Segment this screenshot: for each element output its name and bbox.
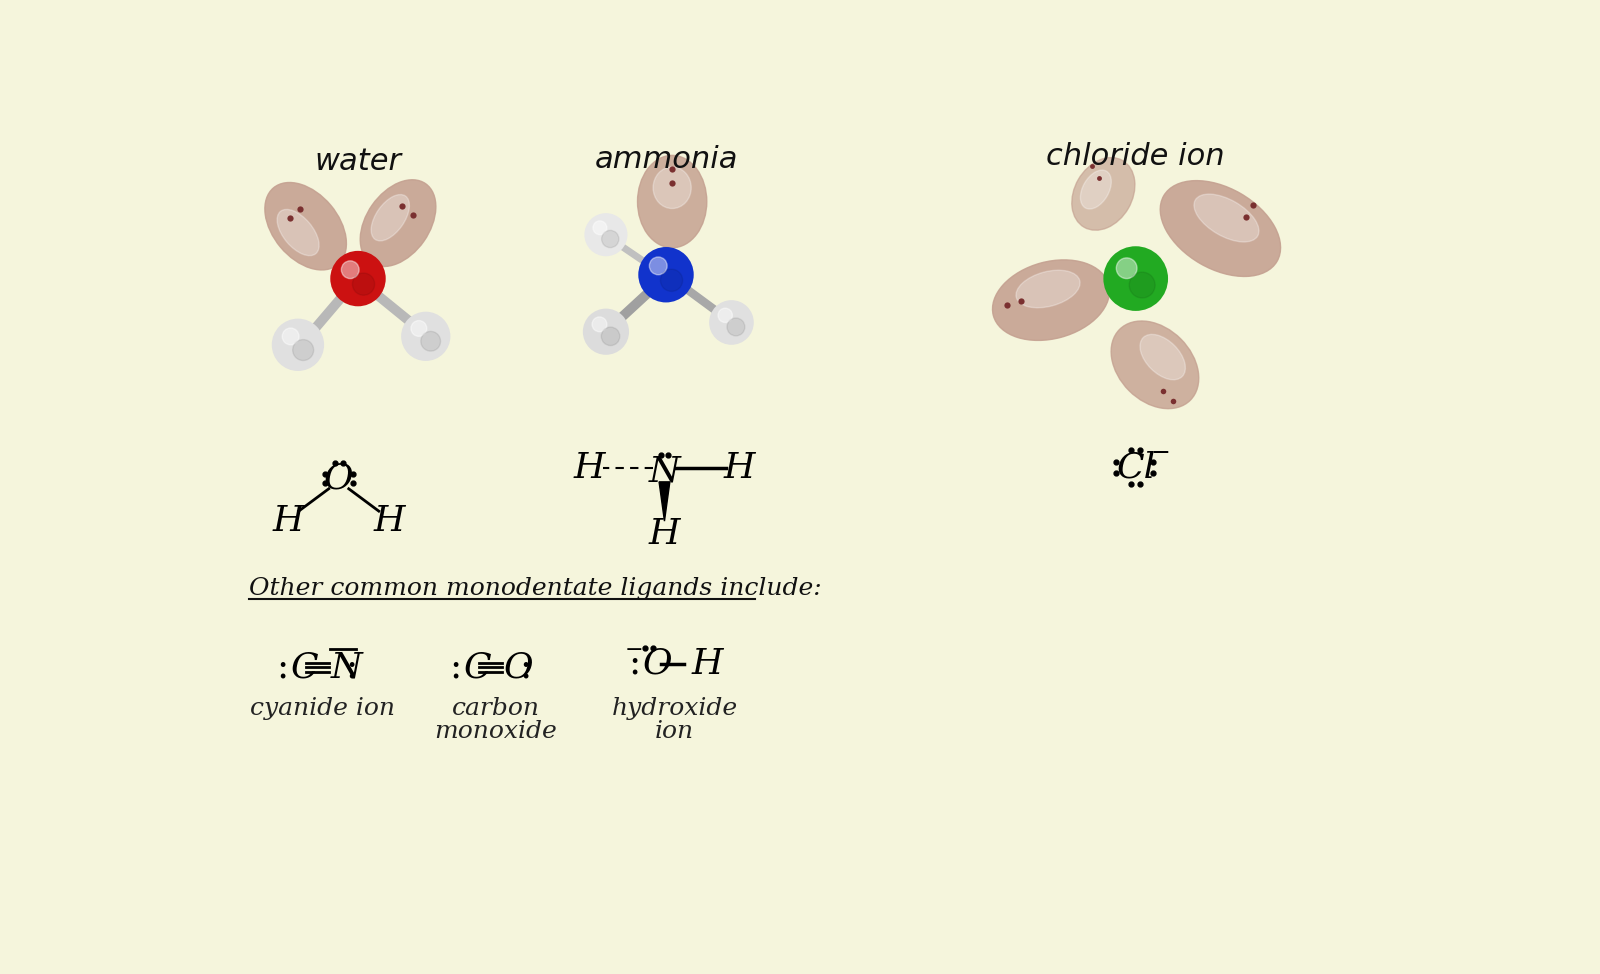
- Circle shape: [582, 309, 629, 355]
- Text: H: H: [373, 505, 405, 538]
- Text: cyanide ion: cyanide ion: [250, 696, 395, 720]
- Circle shape: [638, 247, 694, 303]
- Text: :: :: [629, 647, 640, 681]
- Text: monoxide: monoxide: [435, 720, 557, 743]
- Text: N: N: [648, 454, 680, 488]
- Circle shape: [402, 312, 451, 361]
- Ellipse shape: [266, 182, 347, 270]
- Text: water: water: [315, 147, 402, 176]
- Text: :: :: [518, 651, 531, 685]
- Circle shape: [293, 340, 314, 360]
- Circle shape: [602, 231, 619, 247]
- Ellipse shape: [1110, 321, 1198, 409]
- Circle shape: [1117, 258, 1138, 279]
- Circle shape: [726, 318, 746, 336]
- Text: :: :: [346, 651, 358, 685]
- Circle shape: [272, 318, 325, 371]
- Circle shape: [411, 320, 427, 336]
- Circle shape: [330, 251, 386, 306]
- Text: H: H: [574, 451, 605, 485]
- Text: H: H: [648, 517, 680, 551]
- Circle shape: [352, 273, 374, 295]
- Circle shape: [1130, 272, 1155, 298]
- Text: :: :: [277, 651, 288, 685]
- Circle shape: [282, 328, 299, 345]
- Circle shape: [650, 257, 667, 275]
- Circle shape: [602, 327, 619, 346]
- Circle shape: [1104, 246, 1168, 311]
- Text: C: C: [290, 651, 318, 685]
- Circle shape: [592, 317, 606, 332]
- Ellipse shape: [1194, 194, 1259, 242]
- Circle shape: [594, 221, 606, 235]
- Circle shape: [421, 331, 440, 351]
- Text: carbon: carbon: [451, 696, 539, 720]
- Text: −: −: [1150, 441, 1170, 466]
- Ellipse shape: [371, 195, 410, 241]
- Ellipse shape: [1160, 180, 1280, 277]
- Circle shape: [584, 213, 627, 256]
- Text: Other common monodentate ligands include:: Other common monodentate ligands include…: [248, 577, 821, 600]
- Circle shape: [661, 269, 683, 291]
- Text: hydroxide: hydroxide: [611, 696, 738, 720]
- Text: H: H: [691, 647, 723, 681]
- Polygon shape: [659, 482, 670, 521]
- Ellipse shape: [277, 209, 318, 255]
- Ellipse shape: [1016, 270, 1080, 308]
- Text: chloride ion: chloride ion: [1046, 142, 1226, 171]
- Ellipse shape: [1141, 334, 1186, 380]
- Text: H: H: [723, 451, 755, 485]
- Text: H: H: [274, 505, 304, 538]
- Ellipse shape: [1080, 170, 1112, 209]
- Text: C: C: [464, 651, 491, 685]
- Ellipse shape: [637, 156, 707, 247]
- Ellipse shape: [1072, 158, 1134, 230]
- Text: N: N: [330, 651, 362, 685]
- Text: ammonia: ammonia: [594, 145, 738, 173]
- Circle shape: [709, 300, 754, 345]
- Ellipse shape: [992, 260, 1109, 340]
- Text: Cl: Cl: [1117, 450, 1155, 484]
- Ellipse shape: [653, 167, 691, 208]
- Text: O: O: [504, 651, 533, 685]
- Text: :: :: [450, 651, 462, 685]
- Ellipse shape: [360, 180, 435, 267]
- Text: −: −: [626, 640, 643, 659]
- Circle shape: [718, 308, 733, 322]
- Text: O: O: [642, 647, 672, 681]
- Text: ion: ion: [654, 720, 694, 743]
- Text: O: O: [323, 462, 354, 496]
- Circle shape: [341, 261, 358, 279]
